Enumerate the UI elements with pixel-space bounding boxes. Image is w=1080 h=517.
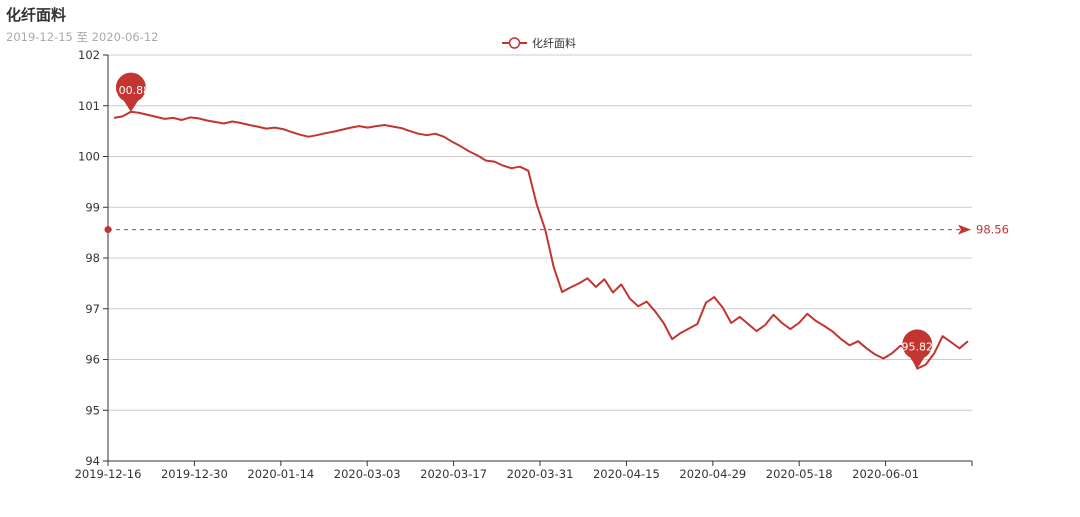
max-pin-label: 100.88	[112, 84, 151, 97]
average-line-label: 98.56	[976, 223, 1009, 237]
y-tick-label: 101	[78, 99, 100, 113]
min-pin-label: 95.82	[902, 341, 934, 354]
y-tick-label: 94	[85, 454, 100, 468]
average-line-arrow	[958, 224, 971, 235]
x-tick-label: 2020-01-14	[247, 467, 314, 481]
x-tick-label: 2020-05-18	[766, 467, 833, 481]
axis-layer: 94 95 96 97 98 99 100 101 102 2019-12-16 2019-12-3…	[75, 48, 973, 481]
y-tick-label: 96	[85, 353, 100, 367]
x-tick-label: 2020-03-17	[420, 467, 487, 481]
x-tick-label: 2020-04-29	[679, 467, 746, 481]
marker-layer: 98.56 100.88 95.82	[104, 72, 1009, 369]
min-pin	[902, 329, 933, 369]
max-pin	[115, 72, 146, 112]
y-tick-label: 95	[85, 403, 100, 417]
x-tick-label: 2020-04-15	[593, 467, 660, 481]
y-tick-label: 102	[78, 48, 100, 62]
y-tick-label: 100	[78, 150, 100, 164]
legend[interactable]: 化纤面料	[502, 35, 576, 51]
legend-label: 化纤面料	[532, 37, 576, 50]
grid-layer	[108, 54, 972, 411]
x-tick-label: 2019-12-16	[75, 467, 142, 481]
y-tick-label: 98	[85, 251, 100, 265]
series-line	[113, 110, 969, 370]
chart-subtitle: 2019-12-15 至 2020-06-12	[6, 30, 159, 44]
y-tick-label: 97	[85, 302, 100, 316]
x-tick-label: 2020-03-31	[507, 467, 574, 481]
x-tick-label: 2020-06-01	[852, 467, 919, 481]
x-tick-label: 2020-03-03	[334, 467, 401, 481]
chart-title: 化纤面料	[6, 6, 67, 24]
legend-line-circle-icon	[502, 37, 527, 49]
x-tick-label: 2019-12-30	[161, 467, 228, 481]
series-layer	[113, 110, 969, 370]
y-tick-label: 99	[85, 200, 100, 214]
